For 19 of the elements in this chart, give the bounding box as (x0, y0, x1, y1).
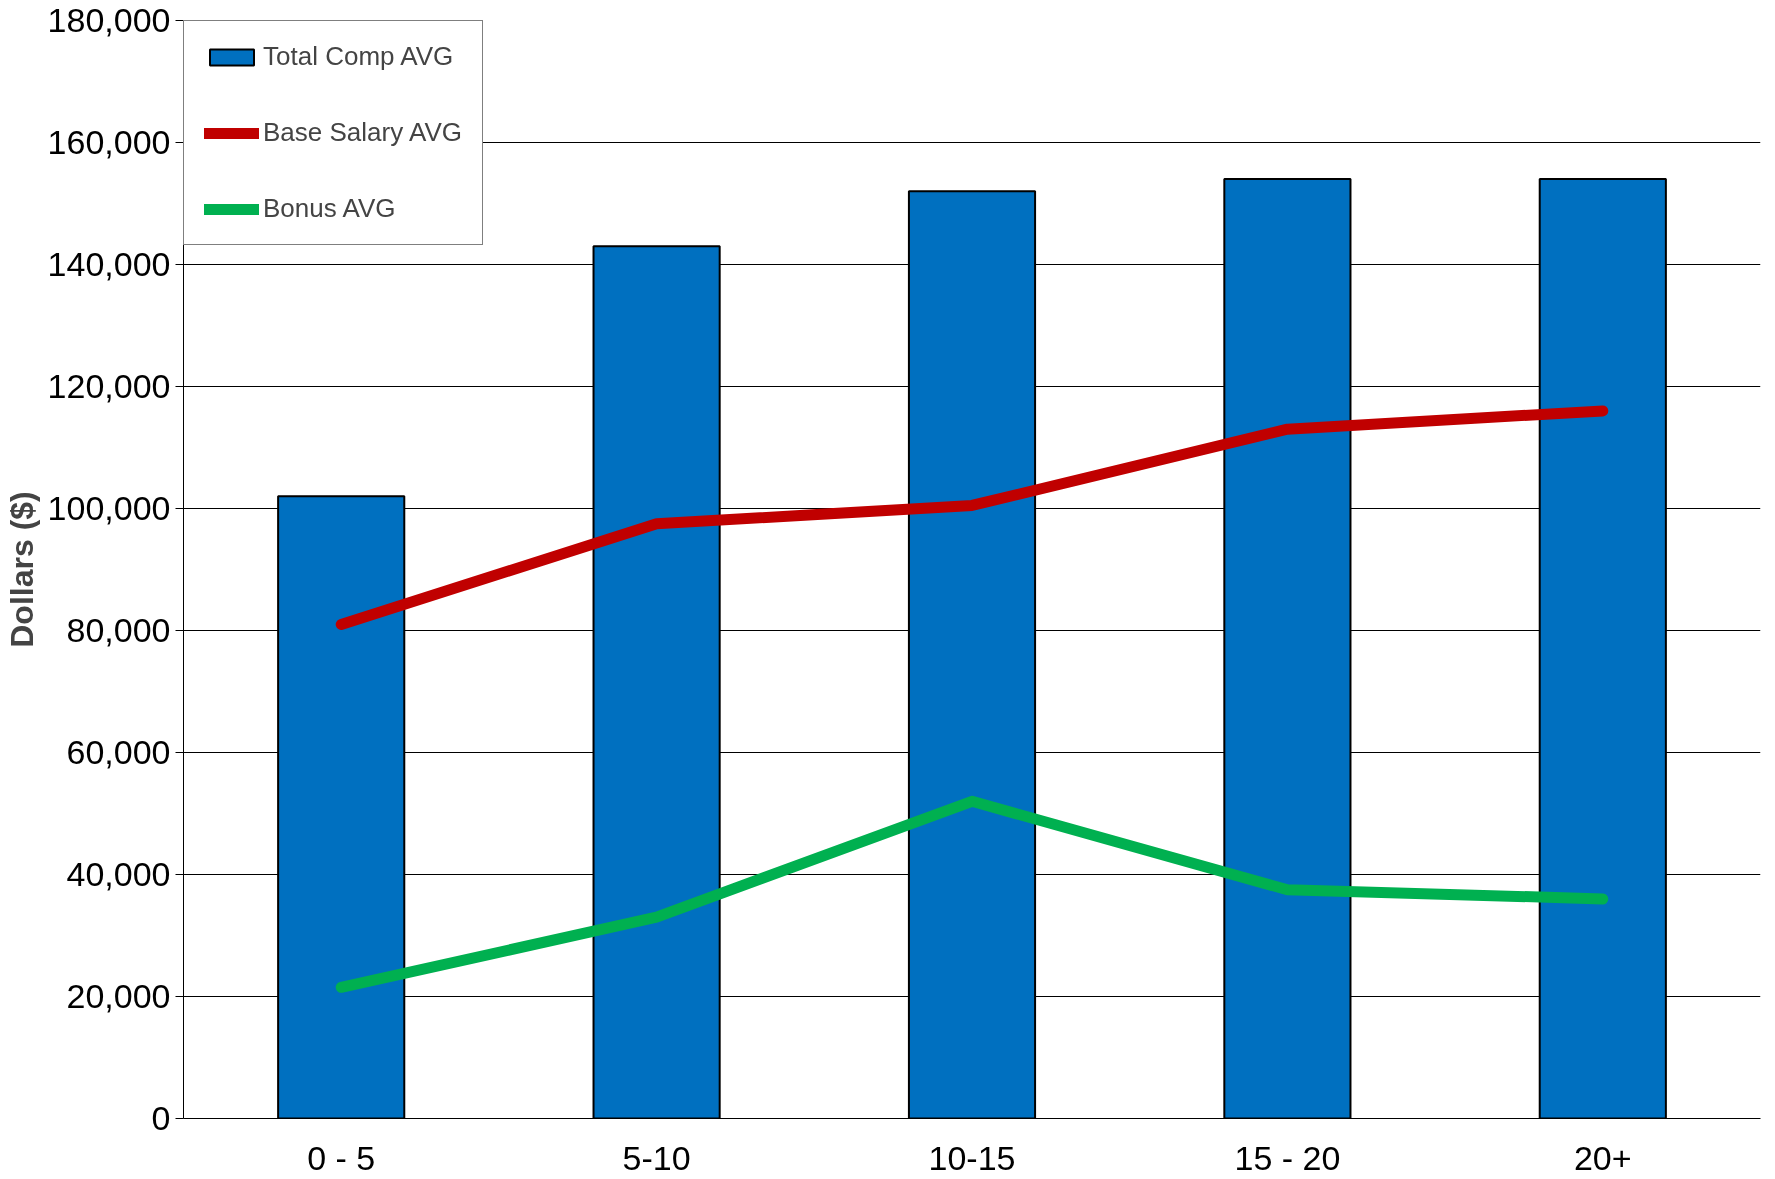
x-tick-label: 10-15 (928, 1138, 1016, 1177)
y-tick-label: 40,000 (66, 855, 171, 893)
x-tick-label: 0 - 5 (307, 1138, 376, 1177)
y-axis-title: Dollars ($) (3, 491, 40, 648)
y-tick-label: 80,000 (66, 611, 171, 649)
x-tick-label: 20+ (1573, 1138, 1632, 1177)
legend-label: Base Salary AVG (263, 117, 462, 148)
y-tick-label: 20,000 (66, 977, 171, 1015)
y-tick-label: 120,000 (47, 367, 171, 405)
y-tick-label: 140,000 (47, 245, 171, 283)
y-tick-label: 60,000 (66, 733, 171, 771)
x-tick-label: 15 - 20 (1234, 1138, 1341, 1177)
y-tick-label: 160,000 (47, 123, 171, 161)
legend-label: Bonus AVG (263, 193, 396, 224)
y-tick-label: 0 (151, 1099, 171, 1137)
legend-label: Total Comp AVG (263, 41, 454, 72)
y-tick-label: 100,000 (47, 489, 171, 527)
y-tick-label: 180,000 (47, 1, 171, 39)
x-tick-label: 5-10 (622, 1138, 691, 1177)
